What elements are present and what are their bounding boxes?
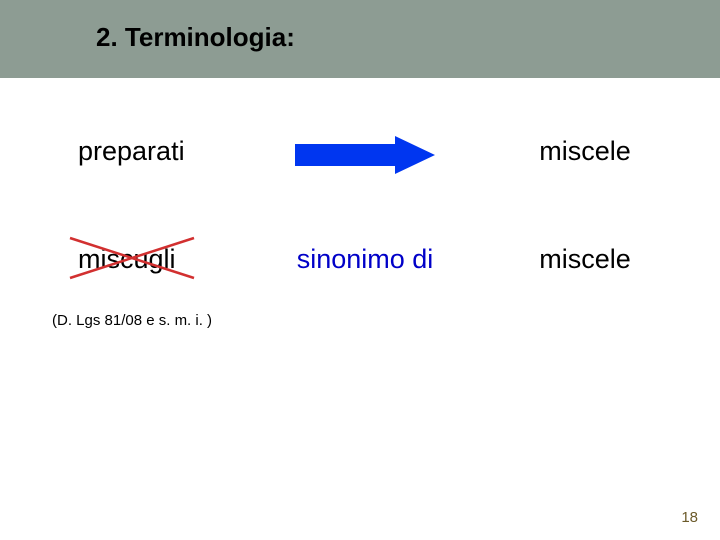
synonym-label: sinonimo di xyxy=(297,244,434,274)
arrow-shape xyxy=(295,136,435,174)
page-number: 18 xyxy=(681,509,698,526)
row1-arrow-container xyxy=(270,136,460,174)
row2-left-term-wrap: miscugli xyxy=(78,244,176,275)
row1-right-term: miscele xyxy=(500,136,670,167)
legal-reference-note: (D. Lgs 81/08 e s. m. i. ) xyxy=(52,312,212,329)
slide-title: 2. Terminologia: xyxy=(96,22,295,53)
row2-right-term: miscele xyxy=(500,244,670,275)
row1-left-term: preparati xyxy=(78,136,185,167)
row2-left-term: miscugli xyxy=(78,244,176,274)
arrow-icon xyxy=(295,136,435,174)
row2-mid: sinonimo di xyxy=(270,244,460,275)
